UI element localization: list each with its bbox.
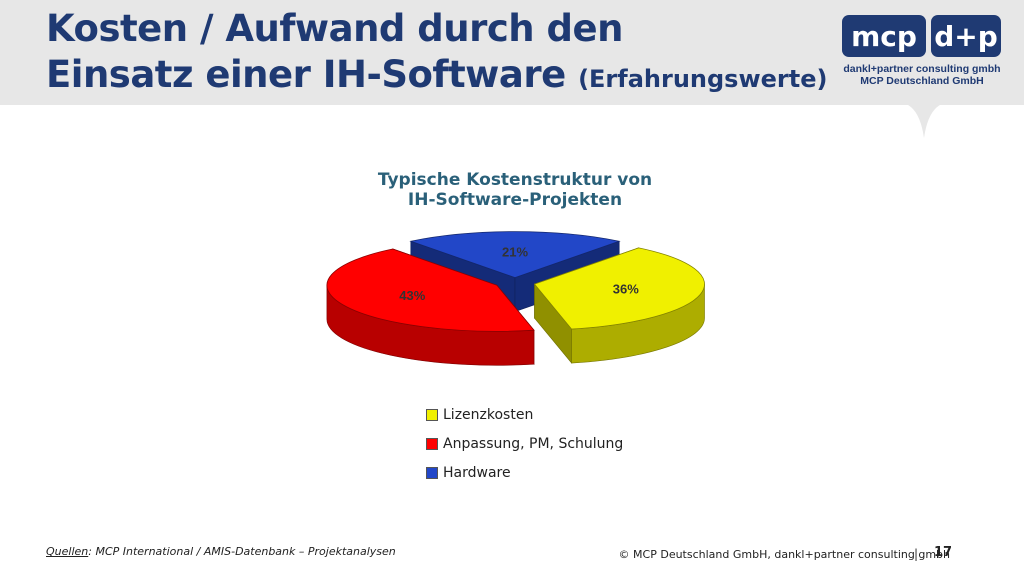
legend-swatch (426, 408, 438, 421)
logo-line-1: dankl+partner consulting gmbh (843, 63, 1001, 75)
logo-line-2: MCP Deutschland GmbH (860, 75, 984, 87)
legend-item-hardware: Hardware (426, 458, 623, 487)
pie-slice-anpassung (326, 248, 535, 332)
pie-slice-hardware (409, 231, 621, 279)
source-text: : MCP International / AMIS-Datenbank – P… (88, 545, 396, 558)
legend-swatch (426, 466, 438, 479)
title-line-2: Einsatz einer IH-Software (46, 53, 566, 96)
footer-separator: | (914, 547, 919, 561)
logo-mcp-box: mcp (842, 15, 926, 57)
title-line-1: Kosten / Aufwand durch den (46, 7, 623, 50)
pie-chart: 36% 43% 21% (326, 231, 705, 366)
logo-company-names: dankl+partner consulting gmbh MCP Deutsc… (842, 63, 1002, 87)
pie-label-hardware: 21% (502, 244, 528, 259)
pie-label-lizenzkosten: 36% (613, 282, 639, 297)
logo-dp-box: d+p (931, 15, 1001, 57)
chart-title-line-1: Typische Kostenstruktur von (377, 170, 653, 190)
pie-slice-lizenzkosten (533, 247, 705, 330)
legend-swatch (426, 437, 438, 450)
pie-label-anpassung: 43% (399, 288, 425, 303)
chart-title: Typische Kostenstruktur von IH-Software-… (330, 170, 700, 210)
company-logo: mcp d+p dankl+partner consulting gmbh MC… (842, 15, 1002, 87)
source-note: Quellen: MCP International / AMIS-Datenb… (46, 545, 396, 558)
legend-item-lizenzkosten: Lizenzkosten (426, 400, 623, 429)
slide-title: Kosten / Aufwand durch den Einsatz einer… (46, 6, 827, 102)
chart-title-line-2: IH-Software-Projekten (407, 190, 623, 210)
title-subtitle: (Erfahrungswerte) (578, 65, 828, 93)
chart-legend: Lizenzkosten Anpassung, PM, Schulung Har… (426, 400, 623, 487)
source-label: Quellen (46, 545, 89, 558)
legend-label: Anpassung, PM, Schulung (443, 435, 624, 452)
copyright-text: © MCP Deutschland GmbH, dankl+partner co… (618, 548, 950, 561)
page-number: 17 (934, 545, 953, 560)
legend-label: Hardware (443, 464, 511, 481)
legend-label: Lizenzkosten (443, 406, 534, 423)
header-notch-shape (906, 104, 942, 138)
legend-item-anpassung: Anpassung, PM, Schulung (426, 429, 623, 458)
